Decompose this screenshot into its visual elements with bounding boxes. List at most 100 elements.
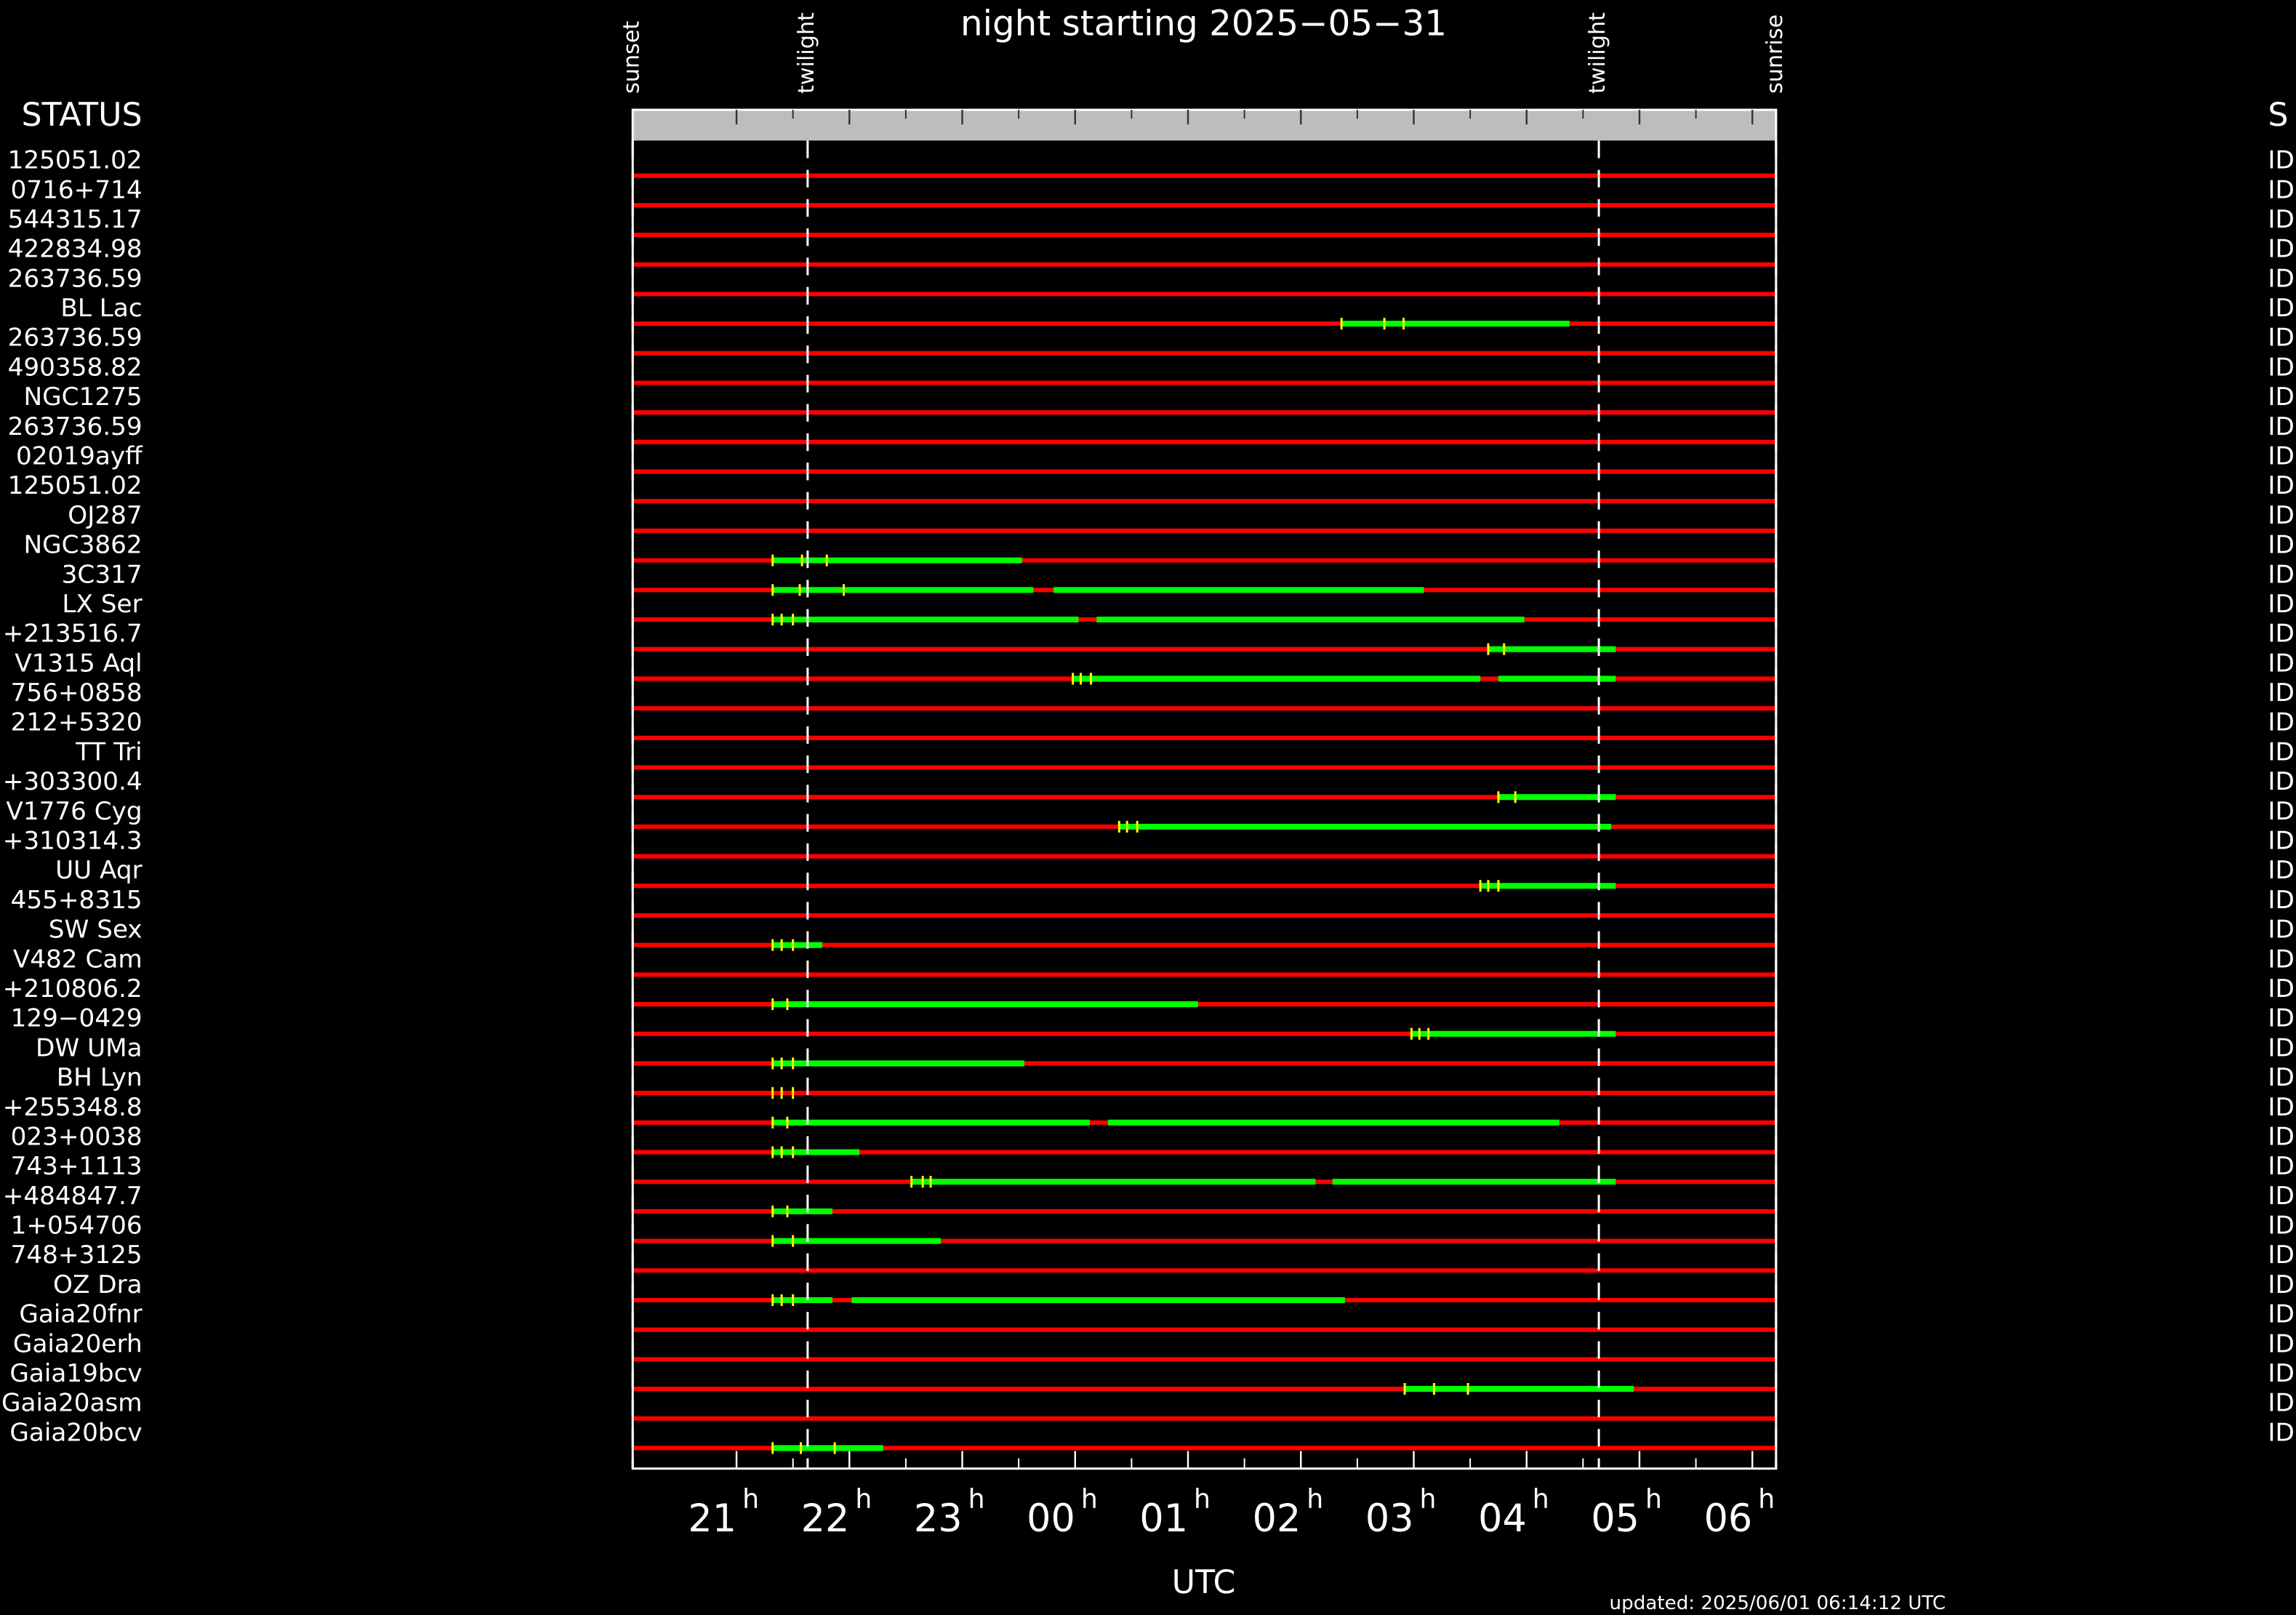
x-tick-label: 00 [1027,1496,1075,1541]
target-status: ID [2268,708,2294,737]
target-name: 212+5320 [11,708,143,737]
x-tick-unit: h [1306,1483,1323,1515]
target-status: ID [2268,1389,2294,1418]
target-name: BL Lac [60,294,142,323]
target-status: ID [2268,1211,2294,1241]
right-header: S [2268,97,2288,134]
target-name: +303300.4 [3,767,143,796]
target-status: ID [2268,856,2294,885]
target-name: BH Lyn [57,1063,143,1092]
x-tick-unit: h [1420,1483,1437,1515]
target-name: 1+054706 [11,1211,143,1241]
target-status: ID [2268,1270,2294,1299]
x-tick-label: 03 [1365,1496,1414,1541]
event-label: sunrise [1762,15,1788,94]
target-name: 3C317 [62,560,143,589]
target-name: 756+0858 [11,678,143,708]
target-name: 129−0429 [11,1004,143,1033]
x-tick-label: 05 [1591,1496,1639,1541]
target-status: ID [2268,1418,2294,1447]
target-status: ID [2268,471,2294,500]
target-status: ID [2268,531,2294,560]
target-name: Gaia20asm [1,1389,143,1418]
target-status: ID [2268,797,2294,826]
x-tick-unit: h [1645,1483,1662,1515]
x-tick-unit: h [855,1483,872,1515]
x-tick-label: 02 [1253,1496,1301,1541]
target-name: Gaia20bcv [9,1418,142,1447]
target-status: ID [2268,915,2294,945]
target-name: NGC1275 [24,382,143,412]
target-status: ID [2268,324,2294,353]
target-name: 125051.02 [8,146,143,175]
x-tick-label: 01 [1139,1496,1188,1541]
x-tick-label: 22 [801,1496,850,1541]
x-tick-label: 21 [688,1496,736,1541]
target-name: SW Sex [49,915,143,945]
x-tick-label: 04 [1478,1496,1527,1541]
event-label: twilight [1585,12,1610,94]
target-name: 743+1113 [11,1152,143,1181]
target-status: ID [2268,1359,2294,1388]
target-name: V1776 Cyg [6,797,142,826]
target-status: ID [2268,1063,2294,1092]
target-status: ID [2268,737,2294,766]
x-tick-unit: h [742,1483,759,1515]
target-name: 544315.17 [8,205,143,234]
target-name: DW UMa [36,1033,143,1062]
target-name: 422834.98 [8,235,143,264]
updated-footer: updated: 2025/06/01 06:14:12 UTC [1610,1592,1946,1614]
target-status: ID [2268,886,2294,915]
x-axis-label: UTC [1172,1564,1236,1601]
target-status: ID [2268,501,2294,530]
target-status: ID [2268,827,2294,856]
target-name: 490358.82 [8,353,143,382]
target-status: ID [2268,1004,2294,1033]
target-status: ID [2268,1093,2294,1122]
target-status: ID [2268,264,2294,293]
x-tick-unit: h [1194,1483,1211,1515]
target-status: ID [2268,620,2294,649]
target-name: OJ287 [68,501,142,530]
target-status: ID [2268,1241,2294,1270]
event-label: sunset [619,21,644,94]
target-name: UU Aqr [55,856,143,885]
chart-title: night starting 2025−05−31 [960,3,1447,44]
target-name: 023+0038 [11,1122,143,1151]
target-status: ID [2268,441,2294,470]
target-status: ID [2268,678,2294,708]
target-name: +213516.7 [3,620,143,649]
target-status: ID [2268,1122,2294,1151]
target-name: NGC3862 [24,531,143,560]
target-name: Gaia20fnr [19,1300,143,1329]
target-status: ID [2268,1300,2294,1329]
target-status: ID [2268,1033,2294,1062]
target-name: OZ Dra [53,1270,143,1299]
target-status: ID [2268,767,2294,796]
left-header: STATUS [22,97,143,134]
x-tick-unit: h [1081,1483,1098,1515]
plot-frame [631,108,1778,1470]
target-status: ID [2268,353,2294,382]
target-name: +484847.7 [3,1182,143,1211]
target-name: +255348.8 [3,1093,143,1122]
target-status: ID [2268,205,2294,234]
target-name: 455+8315 [11,886,143,915]
event-label: twilight [794,12,819,94]
target-status: ID [2268,1182,2294,1211]
x-tick-unit: h [1758,1483,1775,1515]
target-name: 748+3125 [11,1241,143,1270]
target-status: ID [2268,560,2294,589]
target-name: Gaia19bcv [9,1359,142,1388]
x-tick-unit: h [1533,1483,1549,1515]
target-status: ID [2268,412,2294,441]
target-name: LX Ser [62,590,143,619]
target-name: +210806.2 [3,974,143,1003]
target-name: V1315 Aql [15,649,142,678]
target-name: +310314.3 [3,827,143,856]
target-status: ID [2268,1329,2294,1358]
x-tick-label: 06 [1704,1496,1753,1541]
